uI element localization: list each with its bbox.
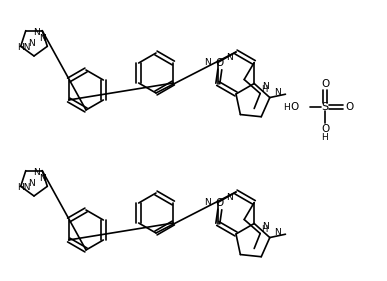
Text: N: N bbox=[39, 174, 46, 183]
Text: N: N bbox=[33, 28, 39, 37]
Text: O: O bbox=[346, 102, 354, 112]
Text: O: O bbox=[216, 198, 224, 209]
Text: N: N bbox=[274, 88, 281, 97]
Text: H: H bbox=[261, 225, 268, 234]
Text: N: N bbox=[226, 192, 233, 201]
Text: S: S bbox=[322, 102, 329, 112]
Text: H: H bbox=[283, 103, 290, 112]
Text: N: N bbox=[262, 82, 269, 91]
Text: HN: HN bbox=[17, 183, 31, 192]
Text: H: H bbox=[261, 85, 268, 94]
Text: O: O bbox=[216, 58, 224, 69]
Text: N: N bbox=[274, 228, 281, 237]
Text: N: N bbox=[204, 198, 211, 207]
Text: N: N bbox=[28, 179, 34, 188]
Text: O: O bbox=[321, 124, 329, 134]
Text: N: N bbox=[226, 53, 233, 62]
Text: N: N bbox=[262, 222, 269, 231]
Text: N: N bbox=[204, 58, 211, 67]
Text: O: O bbox=[291, 102, 299, 112]
Text: H: H bbox=[322, 133, 329, 142]
Text: N: N bbox=[39, 34, 46, 43]
Text: HN: HN bbox=[17, 44, 31, 53]
Text: O: O bbox=[321, 79, 329, 89]
Text: N: N bbox=[28, 39, 34, 48]
Text: N: N bbox=[33, 168, 39, 177]
